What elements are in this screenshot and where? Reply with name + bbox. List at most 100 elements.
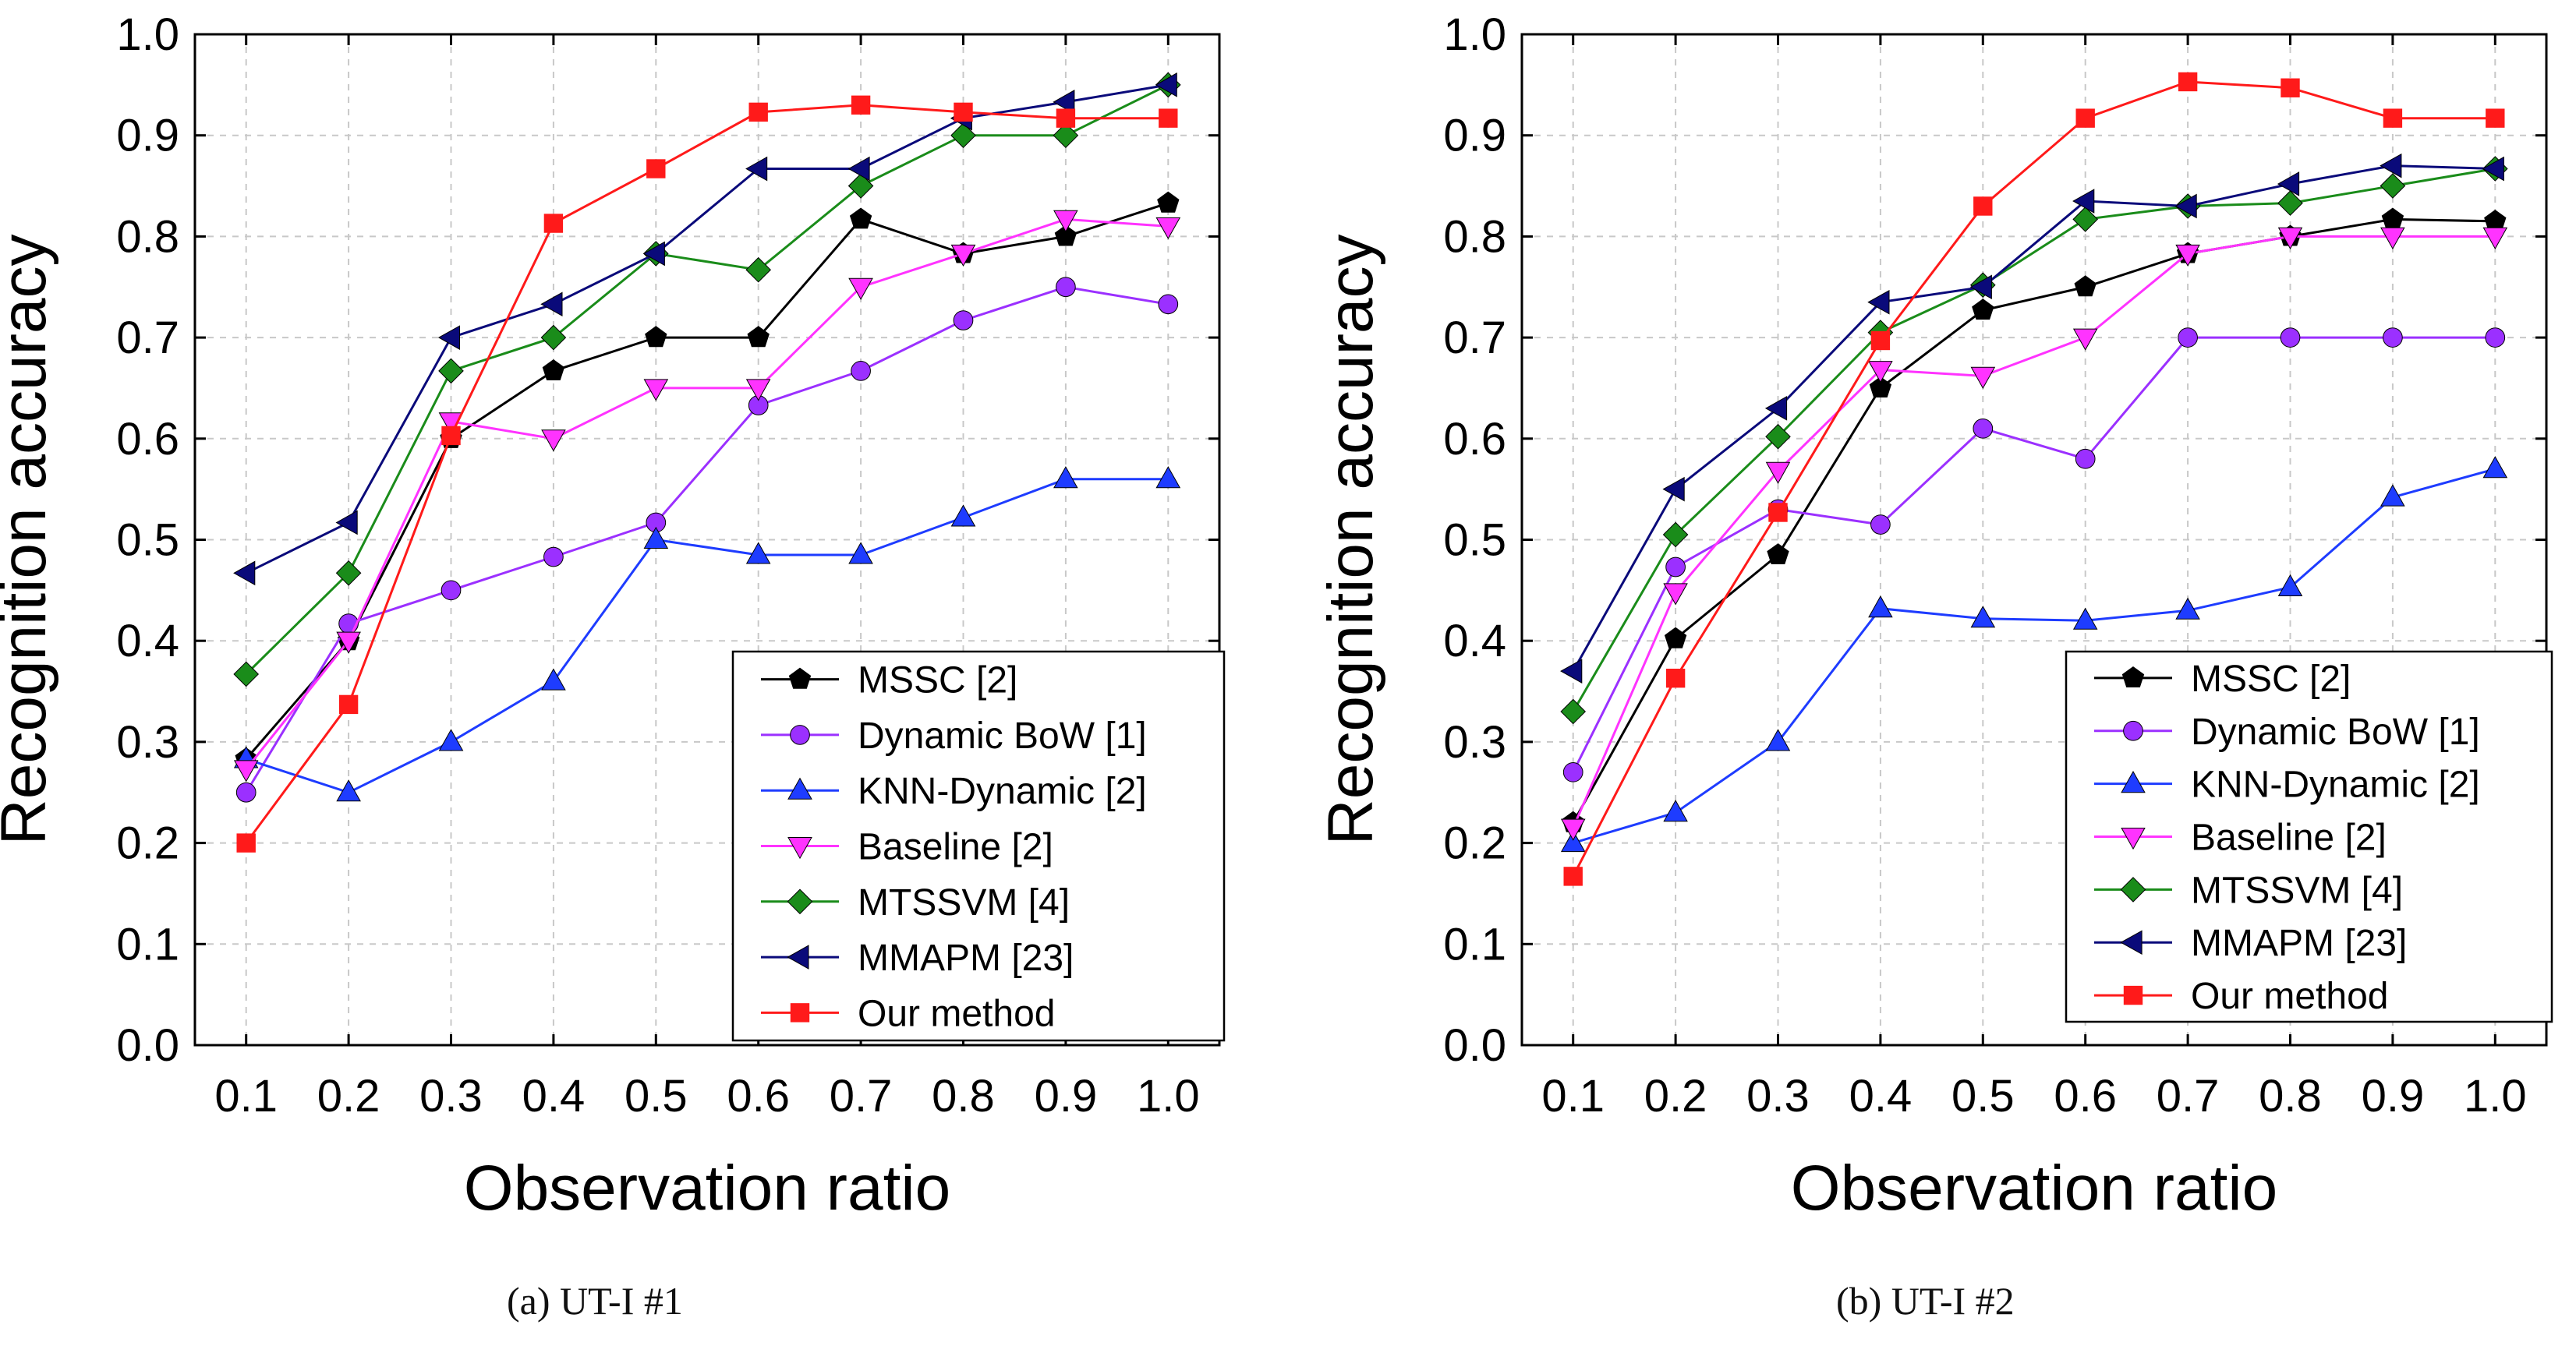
chart-1-legend-marker	[790, 1003, 810, 1023]
chart-2-data-point	[1664, 627, 1687, 648]
chart-1-xtick-label: 0.9	[1035, 1071, 1098, 1122]
chart-2-legend-marker	[2120, 930, 2143, 956]
chart-1-data-point	[335, 560, 362, 586]
chart-1-legend-label: Our method	[858, 993, 1055, 1034]
chart-2-legend-marker	[2121, 770, 2146, 793]
chart-1-xtick-label: 0.4	[522, 1071, 586, 1122]
chart-1-xtick-label: 0.1	[214, 1071, 278, 1122]
chart-2-data-point	[2380, 484, 2405, 507]
chart-1-data-point	[643, 526, 669, 549]
chart-2-data-point	[2074, 275, 2097, 297]
chart-2-data-point	[2072, 189, 2095, 214]
chart-1-data-point	[541, 429, 566, 452]
chart-1-ytick-label: 0.4	[116, 616, 179, 666]
chart-2-ytick-label: 0.8	[1443, 211, 1506, 262]
chart-1-ytick-label: 0.0	[116, 1020, 179, 1071]
chart-2-legend-marker	[2121, 666, 2145, 687]
chart-2-data-point	[1972, 299, 1994, 320]
chart-2-ytick-label: 1.0	[1443, 9, 1506, 60]
chart-2-data-point	[1663, 583, 1688, 606]
chart-2-data-point	[1969, 274, 1992, 300]
chart-2-data-point	[2380, 153, 2402, 178]
chart-2-data-point	[1973, 196, 1993, 216]
chart-1-ytick-label: 0.8	[116, 211, 179, 262]
chart-1-data-point	[235, 782, 257, 803]
caption-b: (b) UT-I #2	[1836, 1279, 2015, 1323]
chart-1-data-point	[438, 358, 464, 384]
chart-2-data-point	[1765, 729, 1791, 751]
chart-1-data-point	[336, 779, 361, 802]
chart-2-data-point	[2383, 327, 2403, 348]
chart-2-data-point	[2072, 328, 2098, 351]
chart-2-data-point	[1560, 659, 1583, 684]
chart-1-ytick-label: 0.6	[116, 414, 179, 465]
chart-2-x-axis-label: Observation ratio	[1791, 1153, 2277, 1224]
chart-2-xtick-label: 0.5	[1951, 1071, 2015, 1122]
chart-2-data-point	[2174, 193, 2197, 219]
chart-2-ytick-label: 0.1	[1443, 919, 1506, 970]
chart-1-legend-marker	[788, 667, 812, 689]
chart-2-data-point	[1768, 503, 1788, 522]
chart-1-data-point	[1157, 191, 1180, 213]
chart-2-xtick-label: 0.4	[1849, 1071, 1913, 1122]
chart-2-data-point	[1767, 543, 1789, 564]
chart-1-series-line	[246, 478, 1169, 794]
chart-1-data-point	[950, 122, 976, 149]
chart-1-data-point	[848, 277, 873, 300]
chart-2-data-point	[1662, 521, 1689, 548]
chart-1-ytick-label: 0.9	[116, 111, 179, 161]
chart-1-legend-marker	[787, 837, 812, 860]
chart-1-data-point	[848, 542, 873, 564]
chart-1-xtick-label: 0.8	[932, 1071, 995, 1122]
chart-1-data-point	[642, 241, 665, 267]
chart-2: 0.0 0.1 0.2 0.3 0.4 0.5 0.6 0.7 0.8 0.9 1.0 0.1 0.2 0…	[1315, 9, 2553, 1224]
chart-2-data-point	[1665, 668, 1686, 688]
chart-1-series-line	[245, 217, 1169, 770]
chart-2-xtick-label: 0.6	[2054, 1071, 2117, 1122]
chart-1-series-5	[233, 72, 1181, 687]
chart-1-data-point	[1053, 210, 1078, 233]
chart-1-xtick-label: 1.0	[1137, 1071, 1200, 1122]
chart-1-legend-label: KNN-Dynamic [2]	[858, 771, 1147, 812]
chart-2-legend-marker	[2120, 877, 2146, 903]
chart-2-legend-label: Baseline [2]	[2191, 818, 2387, 859]
chart-1-legend-marker	[787, 945, 809, 970]
chart-1-legend-label: Dynamic BoW [1]	[858, 715, 1147, 757]
chart-1-data-point	[540, 291, 563, 317]
chart-2-ytick-label: 0.5	[1443, 515, 1506, 566]
chart-1-data-point	[1155, 72, 1177, 97]
chart-1-data-point	[851, 95, 871, 115]
chart-1-data-point	[1155, 217, 1181, 240]
chart-2-xtick-label: 0.9	[2362, 1071, 2425, 1122]
chart-2-xtick-label: 0.7	[2157, 1071, 2220, 1122]
chart-1-data-point	[236, 833, 256, 853]
chart-2-legend-label: MMAPM [23]	[2191, 923, 2407, 964]
chart-1-data-point	[233, 661, 260, 687]
chart-2-data-point	[1560, 829, 1586, 853]
chart-1-data-point	[1053, 90, 1075, 115]
chart-1-data-point	[1056, 277, 1076, 298]
chart-1-ytick-label: 1.0	[116, 9, 179, 60]
chart-1-data-point	[540, 324, 567, 351]
chart-2-data-point	[2277, 574, 2303, 596]
chart-1-data-point	[643, 379, 669, 401]
chart-2-data-point	[1663, 800, 1688, 822]
chart-1-data-point	[542, 359, 565, 380]
chart-1-data-point	[233, 560, 256, 586]
chart-2-legend-marker	[2121, 828, 2146, 850]
chart-2-legend-label: Our method	[2191, 976, 2388, 1017]
chart-2-series-6	[1560, 153, 2504, 684]
chart-2-data-point	[2380, 173, 2406, 199]
chart-1-series-4	[233, 210, 1181, 782]
chart-2-data-point	[2281, 78, 2300, 97]
chart-1-data-point	[335, 510, 358, 535]
chart-2-ytick-label: 0.6	[1443, 414, 1506, 465]
chart-1-xtick-label: 0.2	[317, 1071, 380, 1122]
chart-1-legend-label: MSSC [2]	[858, 660, 1017, 701]
chart-2-series-line	[1573, 468, 2496, 845]
chart-2-series-line	[1572, 168, 2496, 712]
chart-2-xtick-label: 0.8	[2259, 1071, 2322, 1122]
chart-1-data-point	[745, 379, 771, 401]
chart-1-xtick-label: 0.5	[625, 1071, 688, 1122]
